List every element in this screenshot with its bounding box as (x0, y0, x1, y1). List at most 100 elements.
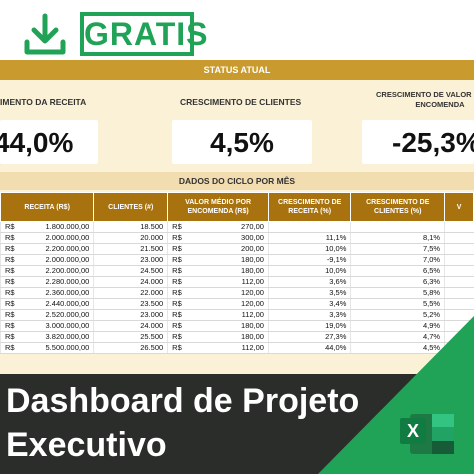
currency-symbol: R$ (172, 222, 182, 231)
col-header-valor-medio: VALOR MÉDIO POR ENCOMENDA (R$) (167, 192, 269, 222)
cell-cresc-clientes: 4,5% (350, 342, 445, 354)
cell-cresc-clientes: 7,5% (350, 243, 445, 255)
receita-value: 2.360.000,00 (45, 288, 90, 297)
clientes-value: 23.000 (140, 310, 164, 319)
cresc-receita-value: -9,1% (326, 255, 347, 264)
valor-value: 180,00 (241, 266, 264, 275)
cell-valor: R$ 120,00 (167, 287, 269, 299)
kpi-value-order-value-growth: -25,3% (392, 127, 474, 158)
cell-cresc-receita: 3,4% (267, 298, 351, 310)
cell-valor: R$ 200,00 (167, 243, 269, 255)
title-line-1: Dashboard de Projeto (6, 382, 360, 420)
cresc-receita-value: 19,0% (325, 321, 347, 330)
clientes-value: 21.500 (140, 244, 164, 253)
cell-partial (444, 276, 474, 288)
cell-cresc-clientes: 5,2% (350, 309, 445, 321)
cell-clientes: 18.500 (93, 221, 168, 233)
clientes-value: 26.500 (140, 343, 164, 352)
currency-symbol: R$ (5, 321, 15, 330)
cell-cresc-receita: 44,0% (267, 342, 351, 354)
cresc-receita-value: 11,1% (325, 233, 347, 242)
status-header: STATUS ATUAL (0, 60, 474, 80)
table-row: R$ 2.280.000,00 24.000 R$ 112,00 3,6% 6,3% (0, 276, 474, 288)
kpi-card-revenue (0, 120, 98, 164)
cresc-clientes-value: 7,0% (422, 255, 441, 264)
cresc-receita-value: 3,3% (329, 310, 347, 319)
cresc-receita-value: 44,0% (325, 343, 347, 352)
receita-value: 2.200.000,00 (45, 244, 90, 253)
cell-receita: R$ 2.440.000,00 (0, 298, 94, 310)
currency-symbol: R$ (5, 244, 15, 253)
cresc-clientes-value: 7,5% (422, 244, 441, 253)
table-row: R$ 3.000.000,00 24.000 R$ 180,00 19,0% 4,9% (0, 320, 474, 332)
receita-value: 2.000.000,00 (45, 233, 90, 242)
cell-partial (444, 298, 474, 310)
col-header-clientes: CLIENTES (#) (93, 192, 169, 222)
cell-partial (444, 265, 474, 277)
gratis-label: GRATIS (80, 12, 208, 56)
currency-symbol: R$ (172, 310, 182, 319)
table-row: R$ 2.000.000,00 20.000 R$ 300,00 11,1% 8,1% (0, 232, 474, 244)
cell-cresc-receita: 19,0% (267, 320, 351, 332)
cell-cresc-clientes: 8,1% (350, 232, 445, 244)
cell-partial (444, 221, 474, 233)
table-row: R$ 1.800.000,00 18.500 R$ 270,00 (0, 221, 474, 233)
cell-partial (444, 309, 474, 321)
clientes-value: 24.000 (140, 277, 164, 286)
currency-symbol: R$ (5, 277, 15, 286)
cell-clientes: 21.500 (93, 243, 168, 255)
receita-value: 2.000.000,00 (45, 255, 90, 264)
title-line-2: Executivo (6, 426, 167, 464)
receita-value: 1.800.000,00 (45, 222, 90, 231)
receita-value: 2.520.000,00 (45, 310, 90, 319)
cresc-clientes-value: 6,5% (422, 266, 441, 275)
receita-value: 3.820.000,00 (45, 332, 90, 341)
cell-cresc-clientes: 6,5% (350, 265, 445, 277)
cell-cresc-receita (267, 221, 351, 233)
cell-cresc-clientes: 5,8% (350, 287, 445, 299)
clientes-value: 18.500 (140, 222, 164, 231)
cresc-receita-value: 10,0% (325, 266, 347, 275)
table-row: R$ 2.200.000,00 21.500 R$ 200,00 10,0% 7,5% (0, 243, 474, 255)
cell-cresc-clientes: 7,0% (350, 254, 445, 266)
currency-symbol: R$ (172, 255, 182, 264)
receita-value: 2.200.000,00 (45, 266, 90, 275)
currency-symbol: R$ (5, 310, 15, 319)
clientes-value: 25.500 (140, 332, 164, 341)
cell-cresc-clientes: 4,7% (350, 331, 445, 343)
currency-symbol: R$ (172, 233, 182, 242)
cell-valor: R$ 270,00 (167, 221, 269, 233)
table-header-row: RECEITA (R$) CLIENTES (#) VALOR MÉDIO PO… (0, 192, 474, 222)
valor-value: 112,00 (241, 310, 264, 319)
table-row: R$ 2.360.000,00 22.000 R$ 120,00 3,5% 5,8% (0, 287, 474, 299)
cell-clientes: 22.000 (93, 287, 168, 299)
currency-symbol: R$ (5, 288, 15, 297)
currency-symbol: R$ (5, 222, 15, 231)
cell-cresc-receita: 10,0% (267, 243, 351, 255)
download-icon (24, 13, 66, 55)
free-badge: GRATIS (0, 0, 474, 60)
valor-value: 300,00 (241, 233, 264, 242)
cell-valor: R$ 112,00 (167, 309, 269, 321)
cell-receita: R$ 2.000.000,00 (0, 254, 94, 266)
col-header-cresc-receita: CRESCIMENTO DE RECEITA (%) (267, 192, 352, 222)
currency-symbol: R$ (5, 233, 15, 242)
cell-cresc-clientes: 5,5% (350, 298, 445, 310)
cell-cresc-clientes: 6,3% (350, 276, 445, 288)
cell-valor: R$ 180,00 (167, 265, 269, 277)
currency-symbol: R$ (172, 288, 182, 297)
currency-symbol: R$ (172, 277, 182, 286)
currency-symbol: R$ (172, 332, 182, 341)
currency-symbol: R$ (172, 321, 182, 330)
cell-valor: R$ 112,00 (167, 276, 269, 288)
kpi-value-client-growth: 4,5% (210, 127, 274, 158)
receita-value: 5.500.000,00 (45, 343, 90, 352)
excel-letter: X (407, 421, 419, 441)
cell-partial (444, 243, 474, 255)
kpi-value-revenue-growth: 44,0% (0, 127, 74, 158)
col-header-partial: V (444, 192, 474, 222)
cell-cresc-clientes: 4,9% (350, 320, 445, 332)
kpi-card-clients (172, 120, 312, 164)
cresc-clientes-value: 5,8% (422, 288, 441, 297)
currency-symbol: R$ (5, 255, 15, 264)
